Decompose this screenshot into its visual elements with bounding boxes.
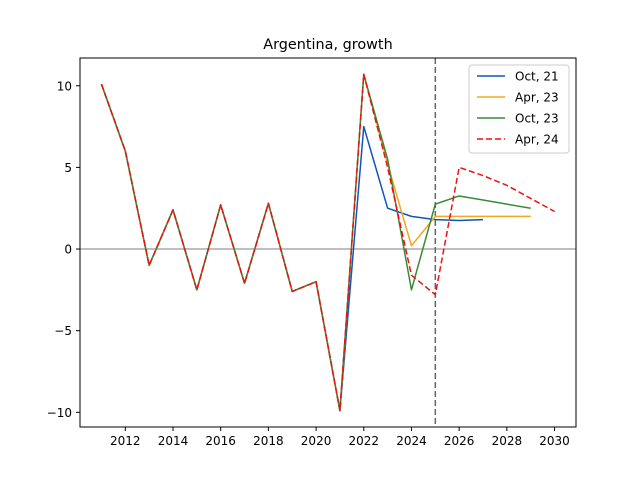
y-tick-label: −5 [54, 324, 72, 338]
x-tick-label: 2020 [301, 434, 332, 448]
series-lines [100, 73, 555, 412]
x-tick-label: 2024 [396, 434, 427, 448]
y-tick-label: 5 [64, 161, 72, 175]
plot-frame [79, 57, 577, 428]
legend-label: Oct, 23 [515, 112, 559, 126]
x-tick-label: 2016 [205, 434, 236, 448]
legend-label: Apr, 23 [515, 91, 559, 105]
legend-label: Apr, 24 [515, 133, 559, 147]
x-tick-label: 2022 [348, 434, 379, 448]
y-tick-label: 10 [57, 79, 72, 93]
legend: Oct, 21 Apr, 23 Oct, 23 Apr, 24 [468, 64, 570, 154]
series-line-apr-24 [100, 73, 555, 412]
y-tick-label: −10 [47, 406, 72, 420]
reference-lines [80, 58, 576, 427]
chart-title: Argentina, growth [263, 37, 392, 53]
legend-box [468, 64, 570, 154]
x-tick-label: 2030 [539, 434, 570, 448]
x-tick-label: 2014 [158, 434, 189, 448]
x-tick-label: 2012 [110, 434, 141, 448]
legend-label: Oct, 21 [515, 70, 559, 84]
x-tick-label: 2028 [492, 434, 523, 448]
axes: 2012 2014 2016 2018 2020 2022 2024 2026 2028 2030… [47, 79, 570, 448]
x-tick-label: 2018 [253, 434, 284, 448]
x-tick-label: 2026 [444, 434, 475, 448]
y-tick-label: 0 [64, 243, 72, 257]
